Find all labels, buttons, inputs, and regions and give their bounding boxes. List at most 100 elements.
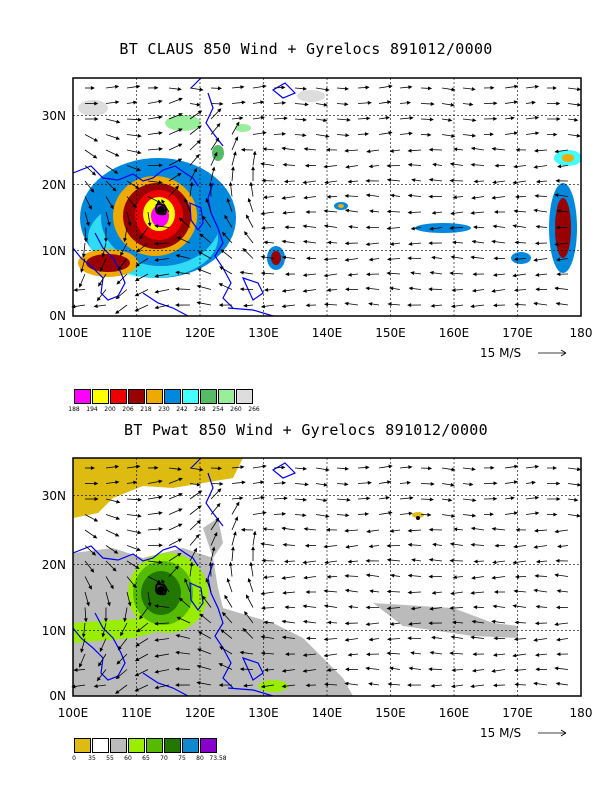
wind-vector-head <box>368 682 373 686</box>
wind-vector-head <box>161 199 166 204</box>
wind-vector-head <box>137 150 142 155</box>
wind-vector-head <box>116 660 121 665</box>
wind-vector-head <box>534 84 540 89</box>
wind-vector-head <box>281 668 287 673</box>
wind-vector-head <box>492 180 497 185</box>
wind-vector-head <box>407 193 412 198</box>
wind-vector-head <box>114 464 120 469</box>
wind-vector-head <box>408 286 413 291</box>
wind-vector-head <box>175 303 180 307</box>
lon-label: 100E <box>58 326 89 340</box>
wind-vector-head <box>231 166 235 171</box>
wind-vector-head <box>175 254 180 258</box>
wind-vector-head <box>553 132 558 137</box>
wind-vector-head <box>116 499 121 504</box>
wind-vector-head <box>410 606 415 611</box>
wind-vector-head <box>512 180 517 185</box>
wind-vector-head <box>386 651 391 656</box>
wind-vector-head <box>574 497 579 502</box>
wind-vector-head <box>389 666 394 671</box>
wind-vector-head <box>323 102 328 107</box>
wind-vector-head <box>471 239 476 244</box>
wind-vector-head <box>239 496 244 501</box>
wind-vector-head <box>215 517 220 522</box>
wind-vector-head <box>220 249 225 254</box>
wind-vector-head <box>197 505 202 510</box>
wind-vector-head <box>219 481 224 486</box>
wind-vector-head <box>512 224 517 228</box>
wind-vector-head <box>451 304 456 309</box>
wind-vector-head <box>554 529 559 534</box>
colorbar-swatch <box>110 389 127 404</box>
wind-vector-head <box>88 585 92 590</box>
lat-label: 10N <box>42 244 66 258</box>
wind-vector-head <box>302 668 307 673</box>
wind-vector-head <box>323 257 328 262</box>
wind-vector-head <box>93 517 99 522</box>
wind-vector-head <box>451 87 456 92</box>
wind-vector-head <box>346 117 351 122</box>
wind-vector-head <box>193 167 197 173</box>
wind-vector-head <box>492 652 498 657</box>
wind-vector-head <box>471 467 476 471</box>
wind-vector-head <box>344 528 349 533</box>
wind-vector-head <box>305 210 310 214</box>
wind-vector-head <box>513 100 519 105</box>
wind-vector-head <box>407 528 412 533</box>
wind-vector-head <box>158 163 163 168</box>
wind-vector-head <box>178 597 184 602</box>
colorbar-level-label: 70 <box>160 755 168 762</box>
wind-vector-head <box>513 589 518 594</box>
wind-vector-head <box>154 621 159 626</box>
wind-vector-head <box>365 286 370 291</box>
wind-vector-head <box>175 287 180 291</box>
wind-vector-head <box>515 574 520 579</box>
wind-vector-head <box>451 514 456 518</box>
wind-vector-head <box>323 604 329 609</box>
wind-vector-head <box>407 683 412 688</box>
wind-vector-head <box>489 132 494 137</box>
wind-vector-head <box>80 648 84 653</box>
wind-vector-head <box>115 480 120 485</box>
wind-vector-head <box>178 523 183 528</box>
wind-vector-head <box>226 197 231 203</box>
wind-vector-head <box>385 495 390 500</box>
wind-vector-head <box>490 465 495 470</box>
wind-vector-head <box>512 273 517 278</box>
wind-vector-head <box>534 528 539 533</box>
wind-vector-head <box>513 480 519 485</box>
lat-label: 0N <box>49 689 66 703</box>
wind-vector-head <box>555 558 560 563</box>
wind-vector-head <box>344 588 350 593</box>
wind-vector-head <box>178 97 183 102</box>
wind-vector-head <box>135 262 140 267</box>
wind-vector-head <box>115 532 120 537</box>
wind-vector-head <box>471 288 477 293</box>
wind-vector-head <box>365 225 370 230</box>
wind-vector-head <box>174 565 180 570</box>
wind-vector-head <box>88 205 92 210</box>
colorbar-swatch <box>200 389 217 404</box>
wind-vector-head <box>348 224 353 229</box>
wind-vector-head <box>114 84 120 89</box>
wind-vector-head <box>492 224 497 229</box>
wind-vector-head <box>514 682 519 687</box>
wind-vector-head <box>513 131 519 136</box>
wind-vector-head <box>556 272 561 277</box>
wind-vector-head <box>174 185 180 190</box>
wind-vector-head <box>219 646 224 651</box>
wind-vector-head <box>472 652 477 657</box>
colorbar-level-label: 248 <box>194 406 206 413</box>
wind-vector-head <box>211 166 216 171</box>
wind-vector-head <box>326 288 331 292</box>
wind-vector-head <box>202 215 207 220</box>
wind-vector-head <box>199 613 204 618</box>
wind-vector-head <box>134 672 140 677</box>
wind-vector-head <box>428 574 433 579</box>
lon-label: 120E <box>185 706 216 720</box>
wind-vector-head <box>251 546 256 551</box>
colorbar-level-label: 200 <box>104 406 116 413</box>
wind-vector-head <box>366 272 371 277</box>
panel1-grid <box>73 78 581 316</box>
wind-vector-head <box>158 560 163 565</box>
